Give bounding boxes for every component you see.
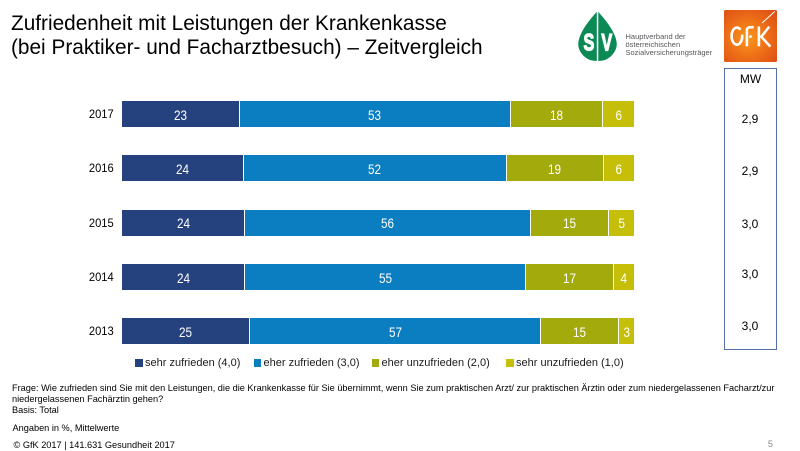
svg-text:S: S: [584, 31, 595, 57]
svg-text:V: V: [601, 31, 612, 57]
